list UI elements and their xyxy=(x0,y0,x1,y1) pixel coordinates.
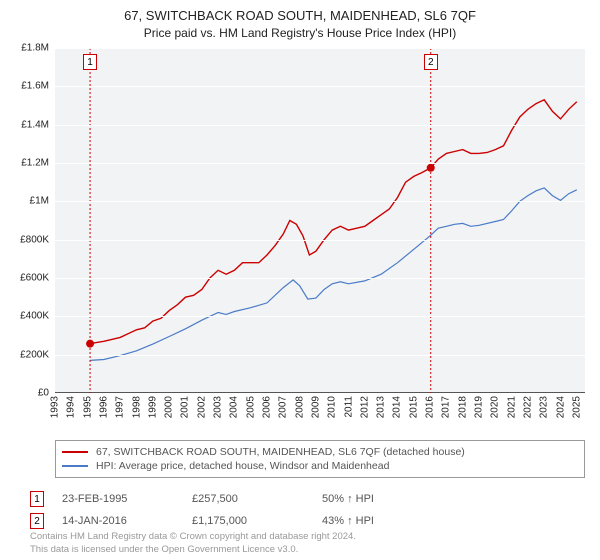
plot-area: £0£200K£400K£600K£800K£1M£1.2M£1.4M£1.6M… xyxy=(55,48,585,393)
gridline xyxy=(55,48,585,49)
series-line-property xyxy=(90,100,577,344)
x-axis-label: 1998 xyxy=(131,396,142,418)
sale-date: 14-JAN-2016 xyxy=(62,515,192,527)
y-axis-label: £1.8M xyxy=(21,43,49,54)
x-axis-label: 1994 xyxy=(66,396,77,418)
sale-date: 23-FEB-1995 xyxy=(62,493,192,505)
gridline xyxy=(55,86,585,87)
x-axis-label: 2013 xyxy=(376,396,387,418)
legend-item: HPI: Average price, detached house, Wind… xyxy=(62,459,578,473)
x-axis-label: 2002 xyxy=(196,396,207,418)
x-axis-label: 1995 xyxy=(82,396,93,418)
x-axis-label: 2003 xyxy=(213,396,224,418)
x-axis-label: 2021 xyxy=(506,396,517,418)
x-axis-label: 2017 xyxy=(441,396,452,418)
gridline xyxy=(55,163,585,164)
x-axis-label: 2015 xyxy=(408,396,419,418)
legend: 67, SWITCHBACK ROAD SOUTH, MAIDENHEAD, S… xyxy=(55,440,585,478)
marker-dot xyxy=(86,340,94,348)
gridline xyxy=(55,316,585,317)
x-axis-label: 2025 xyxy=(571,396,582,418)
y-axis-label: £400K xyxy=(20,311,49,322)
x-axis-label: 1996 xyxy=(98,396,109,418)
sale-marker-icon: 2 xyxy=(30,513,44,529)
x-axis-label: 2012 xyxy=(359,396,370,418)
sale-row: 2 14-JAN-2016 £1,175,000 43% ↑ HPI xyxy=(30,510,585,532)
y-axis-label: £1.4M xyxy=(21,119,49,130)
marker-dot xyxy=(427,164,435,172)
x-axis-label: 2000 xyxy=(164,396,175,418)
x-axis-label: 2006 xyxy=(262,396,273,418)
x-axis-label: 1997 xyxy=(115,396,126,418)
x-axis-label: 1999 xyxy=(147,396,158,418)
y-axis-label: £1M xyxy=(30,196,49,207)
marker-label: 1 xyxy=(83,54,97,70)
y-axis-label: £600K xyxy=(20,273,49,284)
legend-swatch xyxy=(62,465,88,467)
sale-delta: 43% ↑ HPI xyxy=(322,515,374,527)
sale-marker-icon: 1 xyxy=(30,491,44,507)
gridline xyxy=(55,125,585,126)
y-axis-label: £1.6M xyxy=(21,81,49,92)
marker-label: 2 xyxy=(424,54,438,70)
legend-label: HPI: Average price, detached house, Wind… xyxy=(96,460,389,472)
sale-delta: 50% ↑ HPI xyxy=(322,493,374,505)
x-axis-label: 2014 xyxy=(392,396,403,418)
x-axis-label: 1993 xyxy=(50,396,61,418)
x-axis-label: 2016 xyxy=(425,396,436,418)
x-axis-label: 2011 xyxy=(343,396,354,418)
x-axis-label: 2010 xyxy=(327,396,338,418)
x-axis-label: 2007 xyxy=(278,396,289,418)
legend-item: 67, SWITCHBACK ROAD SOUTH, MAIDENHEAD, S… xyxy=(62,445,578,459)
sale-price: £257,500 xyxy=(192,493,322,505)
legend-swatch xyxy=(62,451,88,453)
y-axis-label: £0 xyxy=(38,388,49,399)
footnote-line: This data is licensed under the Open Gov… xyxy=(30,544,356,556)
x-axis-label: 2004 xyxy=(229,396,240,418)
y-axis-label: £800K xyxy=(20,234,49,245)
gridline xyxy=(55,201,585,202)
chart-container: 67, SWITCHBACK ROAD SOUTH, MAIDENHEAD, S… xyxy=(0,0,600,560)
series-line-hpi xyxy=(90,188,577,361)
x-axis-label: 2022 xyxy=(522,396,533,418)
x-axis-label: 2024 xyxy=(555,396,566,418)
sale-row: 1 23-FEB-1995 £257,500 50% ↑ HPI xyxy=(30,488,585,510)
x-axis-label: 2009 xyxy=(310,396,321,418)
x-axis-label: 2008 xyxy=(294,396,305,418)
x-axis-label: 2018 xyxy=(457,396,468,418)
gridline xyxy=(55,278,585,279)
x-axis-label: 2005 xyxy=(245,396,256,418)
footnote-line: Contains HM Land Registry data © Crown c… xyxy=(30,531,356,543)
y-axis-label: £200K xyxy=(20,349,49,360)
x-axis-label: 2001 xyxy=(180,396,191,418)
chart-title: 67, SWITCHBACK ROAD SOUTH, MAIDENHEAD, S… xyxy=(0,0,600,23)
gridline xyxy=(55,240,585,241)
gridline xyxy=(55,355,585,356)
y-axis-label: £1.2M xyxy=(21,158,49,169)
x-axis-label: 2019 xyxy=(474,396,485,418)
gridline xyxy=(55,393,585,394)
x-axis-label: 2020 xyxy=(490,396,501,418)
chart-subtitle: Price paid vs. HM Land Registry's House … xyxy=(0,23,600,40)
sale-price: £1,175,000 xyxy=(192,515,322,527)
x-axis-label: 2023 xyxy=(539,396,550,418)
sales-table: 1 23-FEB-1995 £257,500 50% ↑ HPI 2 14-JA… xyxy=(30,488,585,532)
legend-label: 67, SWITCHBACK ROAD SOUTH, MAIDENHEAD, S… xyxy=(96,446,465,458)
footnote: Contains HM Land Registry data © Crown c… xyxy=(30,531,356,556)
line-plot xyxy=(55,48,585,392)
